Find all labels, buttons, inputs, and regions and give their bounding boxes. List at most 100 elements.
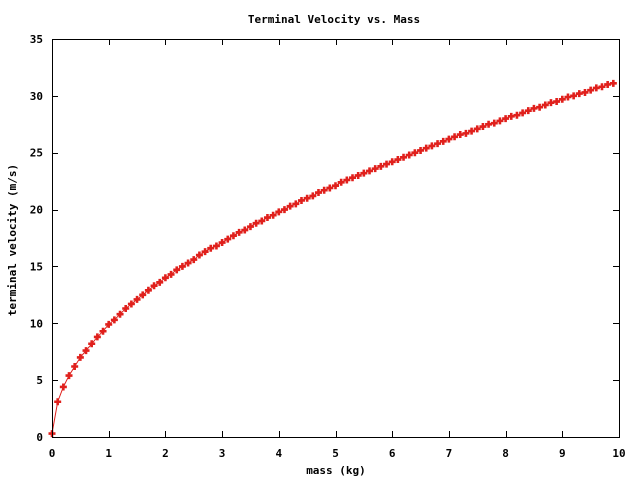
y-tick-label: 30 xyxy=(30,90,43,103)
data-point-marker xyxy=(490,119,498,127)
data-point-marker xyxy=(349,174,357,182)
data-point-marker xyxy=(462,129,470,137)
data-point-marker xyxy=(428,142,436,150)
data-point-marker xyxy=(496,117,504,125)
data-point-marker xyxy=(451,133,459,141)
x-tick-label: 9 xyxy=(559,447,566,460)
x-tick-label: 10 xyxy=(612,447,625,460)
x-tick-label: 4 xyxy=(275,447,282,460)
data-point-marker xyxy=(82,347,90,355)
data-point-marker xyxy=(190,256,198,264)
data-point-marker xyxy=(297,196,305,204)
data-point-marker xyxy=(110,316,118,324)
data-point-marker xyxy=(224,235,232,243)
data-point-marker xyxy=(258,217,266,225)
y-tick-label: 5 xyxy=(36,374,43,387)
data-point-marker xyxy=(133,295,141,303)
data-point-marker xyxy=(303,194,311,202)
y-tick-label: 0 xyxy=(36,431,43,444)
data-point-marker xyxy=(76,353,84,361)
data-point-marker xyxy=(229,232,237,240)
y-tick-label: 15 xyxy=(30,260,43,273)
data-point-marker xyxy=(178,262,186,270)
y-tick-label: 20 xyxy=(30,204,43,217)
data-point-marker xyxy=(201,248,209,256)
data-point-marker xyxy=(541,101,549,109)
x-tick-label: 3 xyxy=(219,447,226,460)
data-point-marker xyxy=(280,206,288,214)
data-point-marker xyxy=(167,270,175,278)
data-point-marker xyxy=(309,192,317,200)
series-terminal-velocity xyxy=(48,79,617,438)
data-point-marker xyxy=(122,305,130,313)
data-point-marker xyxy=(195,251,203,259)
x-tick-label: 6 xyxy=(389,447,396,460)
data-point-marker xyxy=(587,86,595,94)
data-point-marker xyxy=(536,103,544,111)
data-point-marker xyxy=(127,300,135,308)
axes: 0 5 10 15 20 25 30 35 0 1 2 3 4 5 6 7 8 9 10 xyxy=(30,33,626,460)
data-point-marker xyxy=(292,200,300,208)
plot-frame xyxy=(52,39,620,438)
data-point-marker xyxy=(326,184,334,192)
data-point-marker xyxy=(218,239,226,247)
x-tick-label: 7 xyxy=(446,447,453,460)
x-tick-label: 8 xyxy=(502,447,509,460)
series-line xyxy=(51,82,614,434)
x-tick-label: 2 xyxy=(162,447,169,460)
data-point-marker xyxy=(468,127,476,135)
data-point-marker xyxy=(269,211,277,219)
data-point-marker xyxy=(144,286,152,294)
data-point-marker xyxy=(524,107,532,115)
data-point-marker xyxy=(354,171,362,179)
data-point-marker xyxy=(212,242,220,250)
x-tick-label: 5 xyxy=(332,447,339,460)
y-tick-label: 25 xyxy=(30,147,43,160)
data-point-marker xyxy=(246,223,254,231)
y-tick-label: 35 xyxy=(30,33,43,46)
data-point-marker xyxy=(598,83,606,91)
data-point-marker xyxy=(371,165,379,173)
data-point-marker xyxy=(417,146,425,154)
data-point-marker xyxy=(609,79,617,87)
chart-title: Terminal Velocity vs. Mass xyxy=(248,13,420,26)
data-point-marker xyxy=(71,362,79,370)
data-point-marker xyxy=(405,151,413,159)
data-point-marker xyxy=(343,176,351,184)
data-point-marker xyxy=(383,160,391,168)
data-point-marker xyxy=(445,135,453,143)
data-point-marker xyxy=(263,214,271,222)
data-point-marker xyxy=(360,169,368,177)
data-point-marker xyxy=(314,189,322,197)
data-point-marker xyxy=(332,182,339,190)
data-point-marker xyxy=(116,310,124,318)
y-tick-label: 10 xyxy=(30,317,43,330)
data-point-marker xyxy=(105,320,113,328)
data-point-marker xyxy=(173,266,181,274)
data-point-marker xyxy=(513,111,521,119)
data-point-marker xyxy=(388,158,396,166)
data-point-marker xyxy=(434,140,442,148)
data-point-marker xyxy=(150,282,158,290)
data-point-marker xyxy=(422,144,430,152)
data-point-marker xyxy=(241,226,249,234)
data-point-marker xyxy=(99,327,107,335)
data-point-marker xyxy=(473,125,481,133)
x-tick-label: 1 xyxy=(105,447,112,460)
data-point-marker xyxy=(519,109,527,117)
data-point-marker xyxy=(337,178,345,186)
y-axis-label: terminal velocity (m/s) xyxy=(6,164,19,316)
data-point-marker xyxy=(184,259,192,267)
x-tick-label: 0 xyxy=(49,447,56,460)
data-point-marker xyxy=(411,149,419,157)
data-point-marker xyxy=(286,202,294,210)
data-point-marker xyxy=(394,156,402,164)
data-point-marker xyxy=(54,398,62,406)
data-point-marker xyxy=(139,291,147,299)
data-point-marker xyxy=(400,153,408,161)
data-point-marker xyxy=(366,167,374,175)
x-axis-label: mass (kg) xyxy=(306,464,366,477)
data-point-marker xyxy=(156,278,164,286)
data-point-marker xyxy=(502,115,510,123)
